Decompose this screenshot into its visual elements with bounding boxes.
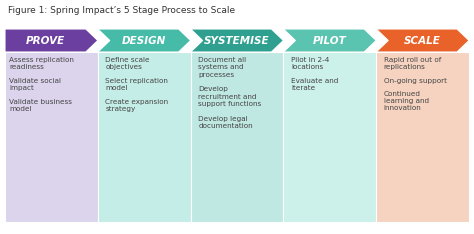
Text: PILOT: PILOT (313, 36, 346, 45)
Bar (191, 52, 283, 222)
Text: Select replication
model: Select replication model (105, 78, 168, 91)
Text: DESIGN: DESIGN (122, 36, 166, 45)
Text: PROVE: PROVE (26, 36, 65, 45)
Text: Assess replication
readiness: Assess replication readiness (9, 57, 74, 70)
Polygon shape (283, 29, 376, 52)
Text: Document all
systems and
processes: Document all systems and processes (198, 57, 246, 77)
Text: Develop
recruitment and
support functions: Develop recruitment and support function… (198, 87, 262, 107)
Text: Define scale
objectives: Define scale objectives (105, 57, 150, 70)
Text: Create expansion
strategy: Create expansion strategy (105, 99, 169, 112)
Bar (376, 52, 469, 222)
Text: Rapid roll out of
replications: Rapid roll out of replications (384, 57, 441, 70)
Text: SYSTEMISE: SYSTEMISE (204, 36, 270, 45)
Polygon shape (98, 29, 191, 52)
Text: Pilot in 2-4
locations: Pilot in 2-4 locations (291, 57, 329, 70)
Text: On-going support: On-going support (384, 78, 447, 84)
Text: Validate social
impact: Validate social impact (9, 78, 61, 91)
Text: Continued
learning and
innovation: Continued learning and innovation (384, 91, 429, 111)
Polygon shape (191, 29, 283, 52)
Text: SCALE: SCALE (404, 36, 441, 45)
Polygon shape (376, 29, 469, 52)
Text: Validate business
model: Validate business model (9, 99, 72, 112)
Text: Evaluate and
iterate: Evaluate and iterate (291, 78, 338, 91)
Polygon shape (5, 29, 98, 52)
Bar (283, 52, 376, 222)
Text: Develop legal
documentation: Develop legal documentation (198, 116, 253, 129)
Text: Figure 1: Spring Impact’s 5 Stage Process to Scale: Figure 1: Spring Impact’s 5 Stage Proces… (8, 6, 235, 15)
Bar (98, 52, 191, 222)
Bar (5, 52, 98, 222)
